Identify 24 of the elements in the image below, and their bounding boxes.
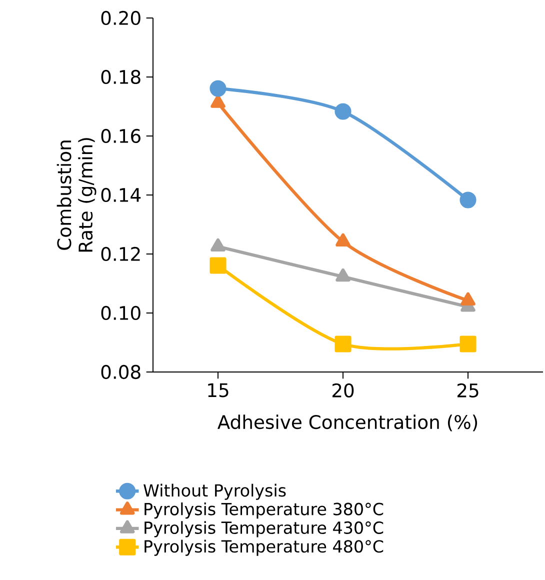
x-tick-label: 20: [332, 383, 354, 398]
y-tick-label: 0.12: [101, 246, 140, 262]
y-tick-label: 0.14: [101, 188, 141, 202]
legend-label: Without Pyrolysis: [144, 484, 286, 500]
point: [210, 238, 226, 252]
y-tick-label: 0.16: [101, 128, 140, 144]
y-axis-title: Combustion Rate (g/min): [56, 138, 96, 252]
point: [334, 103, 352, 120]
point: [460, 292, 476, 306]
point: [210, 80, 226, 97]
point: [336, 268, 350, 282]
y-tick-label: 0.10: [101, 306, 140, 320]
legend-label: Pyrolysis Temperature 380°C: [144, 502, 384, 519]
y-tick-label: 0.20: [101, 10, 140, 26]
legend-label: Pyrolysis Temperature 480°C: [144, 540, 384, 556]
y-tick-label: 0.08: [101, 364, 140, 380]
x-axis-title: Adhesive Concentration (%): [218, 414, 478, 432]
legend-label: Pyrolysis Temperature 430°C: [144, 521, 384, 538]
x-tick-label: 15: [208, 383, 228, 398]
point: [336, 233, 350, 247]
y-tick-label: 0.18: [101, 70, 140, 84]
point: [210, 257, 226, 274]
point: [460, 192, 476, 208]
x-tick-label: 25: [457, 383, 478, 398]
